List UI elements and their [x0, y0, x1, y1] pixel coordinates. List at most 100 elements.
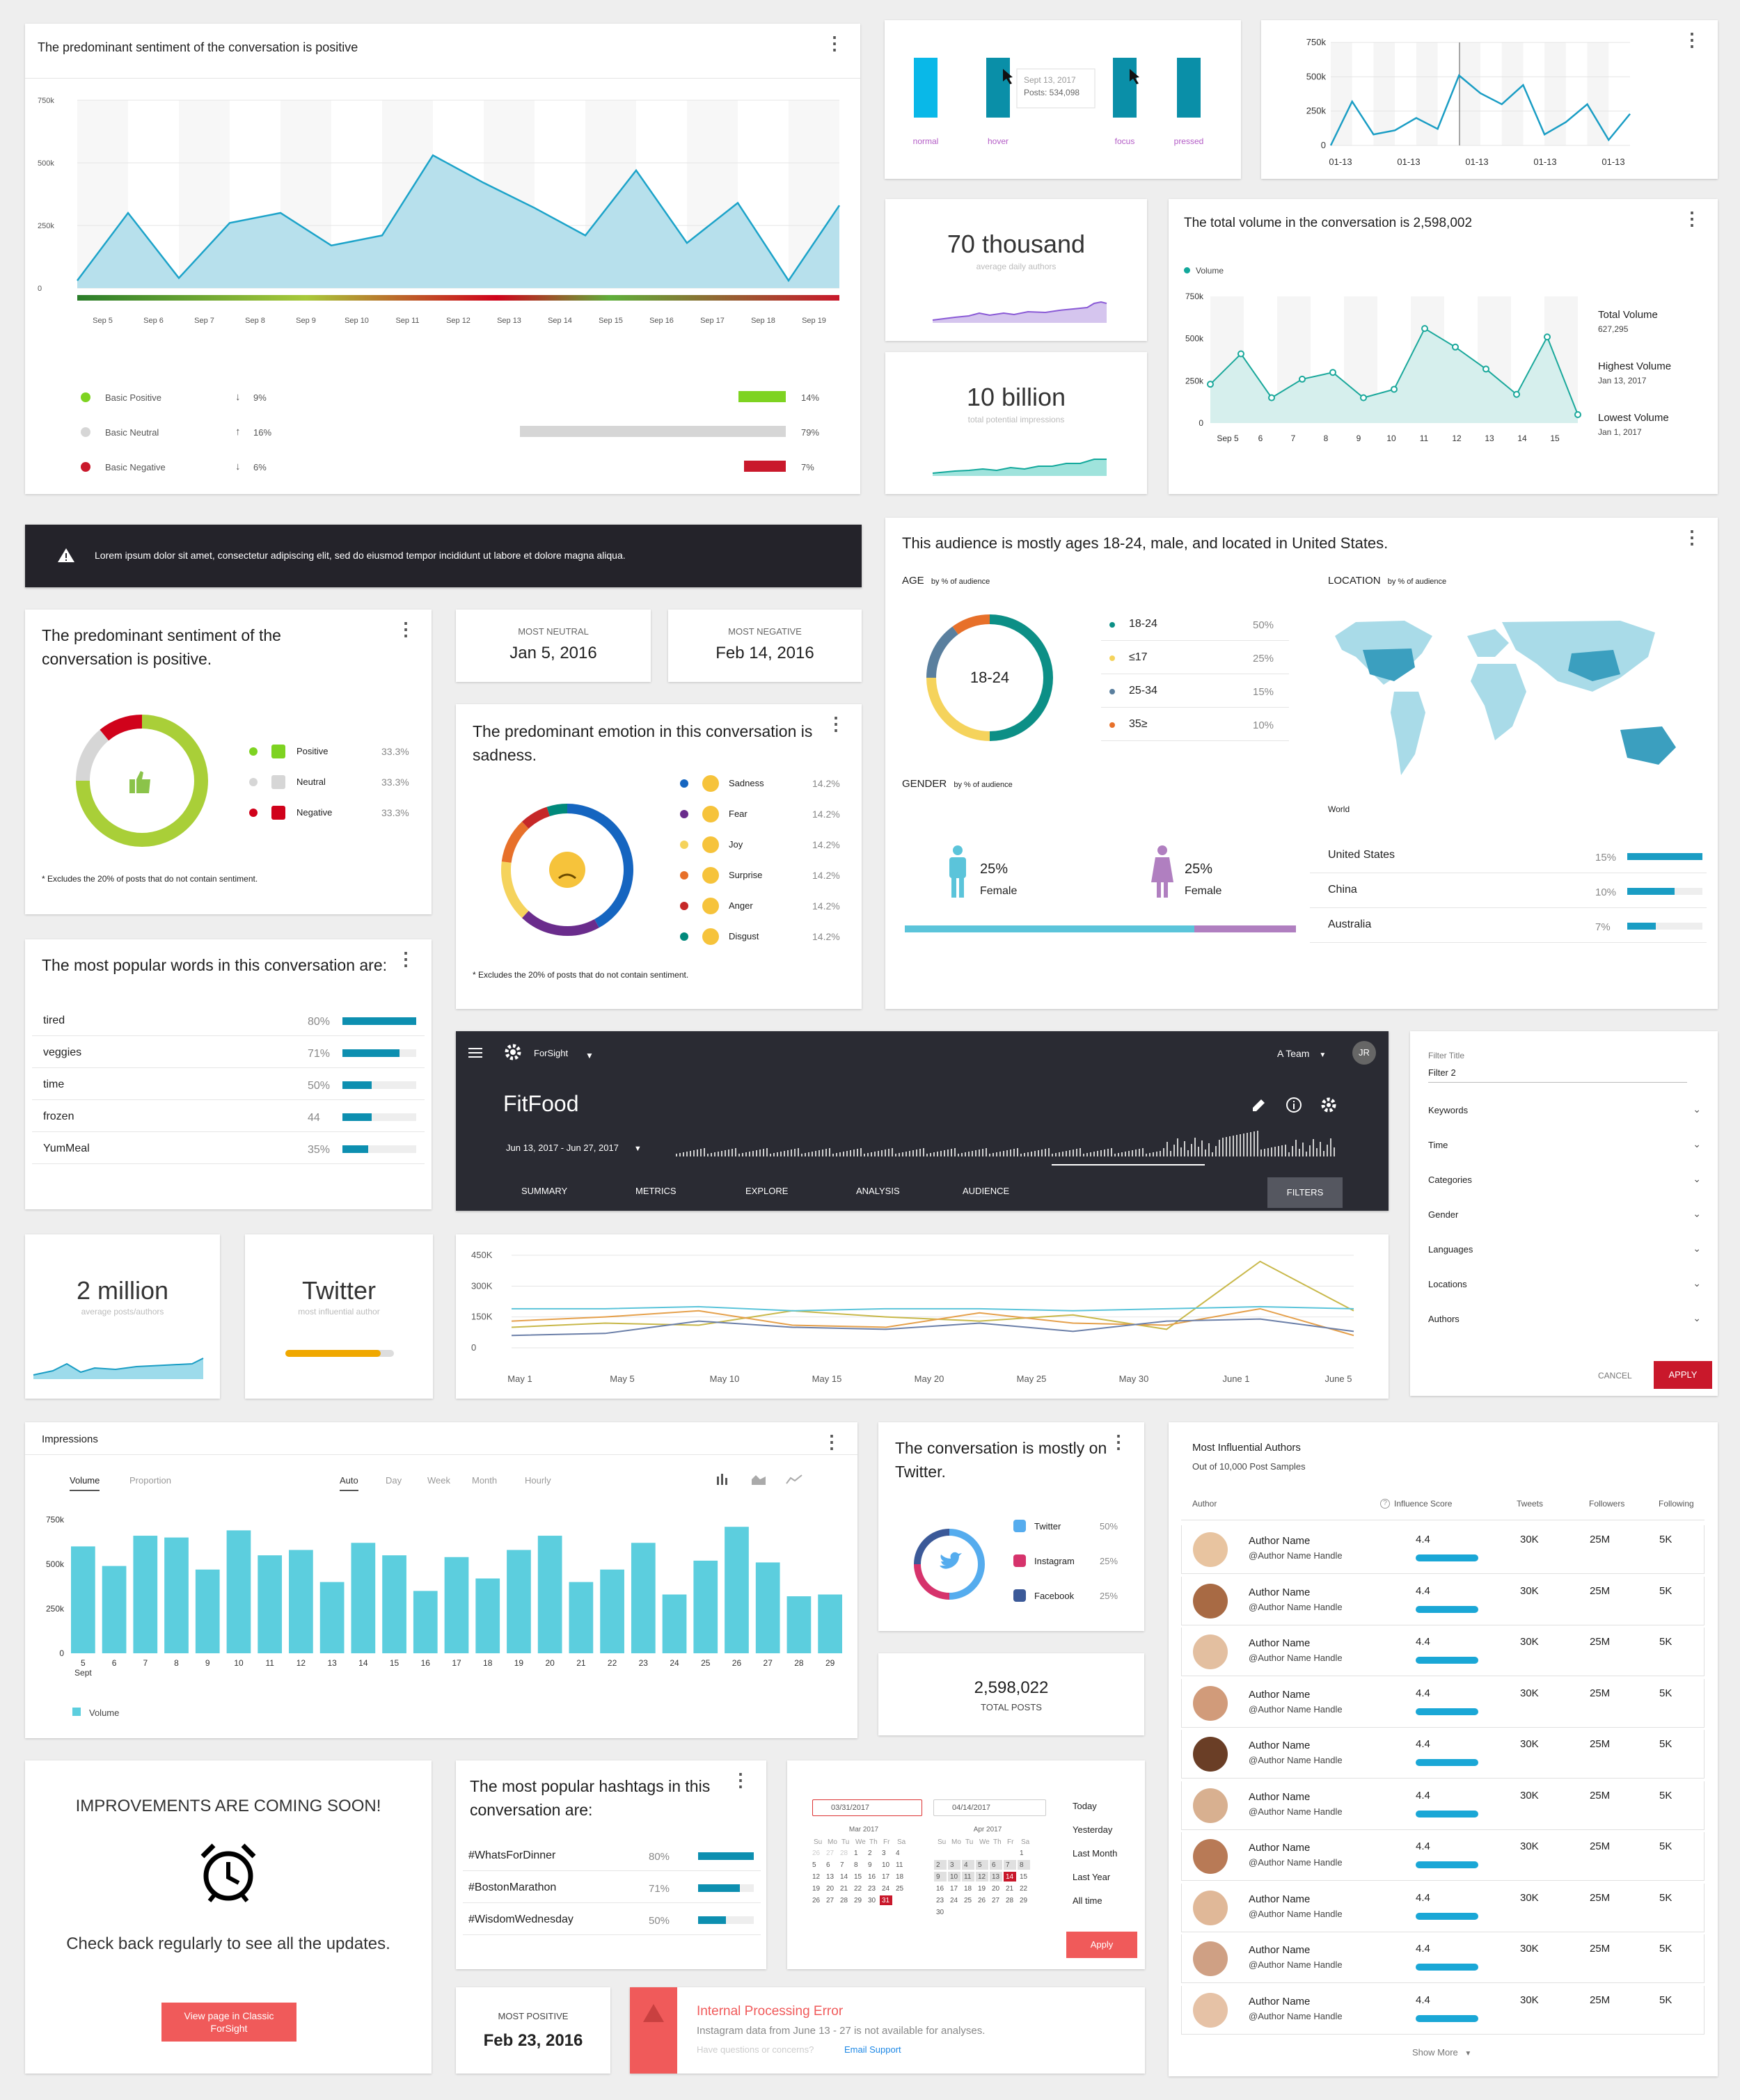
- timeline-bar: [1034, 1151, 1036, 1156]
- hashtag-bar-fill: [698, 1916, 726, 1924]
- x-tick-label: 20: [545, 1658, 555, 1668]
- end-date-input[interactable]: 04/14/2017: [933, 1799, 1046, 1816]
- range-tab-month[interactable]: Month: [472, 1475, 498, 1486]
- bar: [507, 1550, 531, 1653]
- column-header: Author: [1192, 1499, 1217, 1509]
- timeline-sparkbars[interactable]: [676, 1129, 1344, 1170]
- table-row[interactable]: Author Name @Author Name Handle 4.4 30K 25M 5…: [1181, 1678, 1705, 1728]
- hashtag-bar-fill: [698, 1852, 754, 1860]
- more-menu-icon[interactable]: ⋮: [397, 948, 415, 969]
- kpi-progress-bar: [285, 1350, 394, 1357]
- apply-button[interactable]: APPLY: [1654, 1361, 1712, 1389]
- more-menu-icon[interactable]: ⋮: [731, 1769, 750, 1790]
- tab-analysis[interactable]: ANALYSIS: [856, 1186, 900, 1196]
- more-menu-icon[interactable]: ⋮: [827, 713, 845, 734]
- tab-audience[interactable]: AUDIENCE: [963, 1186, 1010, 1196]
- tab-metrics[interactable]: METRICS: [635, 1186, 677, 1196]
- filter-item-time[interactable]: Time ⌄: [1428, 1136, 1701, 1156]
- table-row[interactable]: Author Name @Author Name Handle 4.4 30K 25M 5…: [1181, 1883, 1705, 1932]
- timeline-bar: [725, 1150, 726, 1156]
- more-menu-icon[interactable]: ⋮: [1683, 208, 1701, 229]
- apply-button[interactable]: Apply: [1066, 1932, 1137, 1958]
- line-chart-icon[interactable]: [785, 1472, 803, 1486]
- filter-item-authors[interactable]: Authors ⌄: [1428, 1310, 1701, 1330]
- timeline-bar: [1146, 1154, 1147, 1156]
- tab-volume[interactable]: Volume: [70, 1475, 100, 1491]
- edit-icon[interactable]: [1251, 1097, 1267, 1113]
- table-row[interactable]: Author Name @Author Name Handle 4.4 30K 25M 5…: [1181, 1525, 1705, 1574]
- cancel-button[interactable]: CANCEL: [1598, 1371, 1632, 1381]
- table-row[interactable]: Author Name @Author Name Handle 4.4 30K 25M 5…: [1181, 1576, 1705, 1625]
- preset-last-month[interactable]: Last Month: [1073, 1848, 1118, 1859]
- filter-item-languages[interactable]: Languages ⌄: [1428, 1240, 1701, 1261]
- bar: [631, 1543, 656, 1653]
- range-tab-day[interactable]: Day: [386, 1475, 402, 1486]
- tab-explore[interactable]: EXPLORE: [745, 1186, 789, 1196]
- legend-dot: [1109, 655, 1115, 661]
- hamburger-menu-icon[interactable]: [468, 1048, 482, 1058]
- table-row[interactable]: Author Name @Author Name Handle 4.4 30K 25M 5…: [1181, 1832, 1705, 1881]
- timeline-bar: [1170, 1151, 1171, 1156]
- avatar: [1193, 1685, 1228, 1721]
- more-menu-icon[interactable]: ⋮: [1109, 1431, 1128, 1452]
- table-row[interactable]: Author Name @Author Name Handle 4.4 30K 25M 5…: [1181, 1985, 1705, 2035]
- tab-summary[interactable]: SUMMARY: [521, 1186, 568, 1196]
- filter-item-locations[interactable]: Locations ⌄: [1428, 1275, 1701, 1296]
- avatar[interactable]: JR: [1352, 1041, 1376, 1065]
- range-tab-hourly[interactable]: Hourly: [525, 1475, 551, 1486]
- filter-item-keywords[interactable]: Keywords ⌄: [1428, 1101, 1701, 1122]
- day-cell: 10: [882, 1861, 890, 1869]
- email-support-link[interactable]: Email Support: [844, 2044, 901, 2055]
- day-cell: 16: [868, 1873, 876, 1881]
- team-selector[interactable]: A Team ▼: [1277, 1048, 1326, 1059]
- filter-title-field[interactable]: Filter 2: [1428, 1067, 1687, 1083]
- preset-today[interactable]: Today: [1073, 1801, 1097, 1811]
- date-range-selector[interactable]: Jun 13, 2017 - Jun 27, 2017 ▼: [506, 1143, 642, 1153]
- day-cell: 13: [826, 1873, 835, 1881]
- more-menu-icon[interactable]: ⋮: [1683, 527, 1701, 548]
- legend-label: Basic Positive: [105, 392, 161, 403]
- bar-chart-icon[interactable]: [715, 1472, 731, 1486]
- settings-gear-icon[interactable]: [1320, 1097, 1337, 1113]
- start-date-input[interactable]: 03/31/2017: [812, 1799, 922, 1816]
- timeline-bar: [972, 1151, 973, 1156]
- table-row[interactable]: Author Name @Author Name Handle 4.4 30K 25M 5…: [1181, 1781, 1705, 1830]
- timeline-bar: [881, 1150, 883, 1156]
- preset-last-year[interactable]: Last Year: [1073, 1872, 1111, 1882]
- legend-value: 25%: [1100, 1556, 1118, 1566]
- timeline-bar: [1121, 1152, 1123, 1156]
- filter-item-categories[interactable]: Categories ⌄: [1428, 1170, 1701, 1191]
- legend-dot: [680, 871, 688, 880]
- divider: [32, 1099, 425, 1100]
- range-tab-auto[interactable]: Auto: [340, 1475, 358, 1491]
- classic-view-button[interactable]: View page in Classic ForSight: [161, 2003, 296, 2042]
- more-menu-icon[interactable]: ⋮: [397, 619, 415, 639]
- more-menu-icon[interactable]: ⋮: [823, 1431, 841, 1452]
- legend-label: Basic Neutral: [105, 427, 159, 438]
- author-name: Author Name: [1249, 1790, 1311, 1803]
- table-row[interactable]: Author Name @Author Name Handle 4.4 30K 25M 5…: [1181, 1934, 1705, 1983]
- filter-item-gender[interactable]: Gender ⌄: [1428, 1205, 1701, 1226]
- y-tick-label: 0: [1199, 418, 1203, 428]
- tab-proportion[interactable]: Proportion: [129, 1475, 171, 1486]
- show-more-button[interactable]: Show More ▼: [1412, 2047, 1471, 2058]
- brand-dropdown-icon[interactable]: ▼: [585, 1051, 594, 1060]
- x-tick-label: Sep 12: [446, 317, 470, 325]
- more-menu-icon[interactable]: ⋮: [1683, 29, 1701, 50]
- info-icon[interactable]: [1286, 1097, 1302, 1113]
- preset-yesterday[interactable]: Yesterday: [1073, 1824, 1113, 1835]
- table-row[interactable]: Author Name @Author Name Handle 4.4 30K 25M 5…: [1181, 1730, 1705, 1779]
- timeline-bar: [738, 1154, 740, 1156]
- hashtags-card: The most popular hashtags in this conver…: [456, 1760, 766, 1969]
- range-tab-week[interactable]: Week: [427, 1475, 450, 1486]
- alert-banner: Lorem ipsum dolor sit amet, consectetur …: [25, 525, 862, 587]
- kpi-label: most influential author: [298, 1307, 380, 1317]
- grid-band: [1544, 42, 1566, 145]
- table-row[interactable]: Author Name @Author Name Handle 4.4 30K 25M 5…: [1181, 1628, 1705, 1676]
- filters-button[interactable]: FILTERS: [1267, 1177, 1343, 1208]
- more-menu-icon[interactable]: ⋮: [825, 33, 844, 54]
- area-chart-icon[interactable]: [750, 1472, 767, 1486]
- preset-all-time[interactable]: All time: [1073, 1895, 1102, 1906]
- bar: [164, 1537, 189, 1653]
